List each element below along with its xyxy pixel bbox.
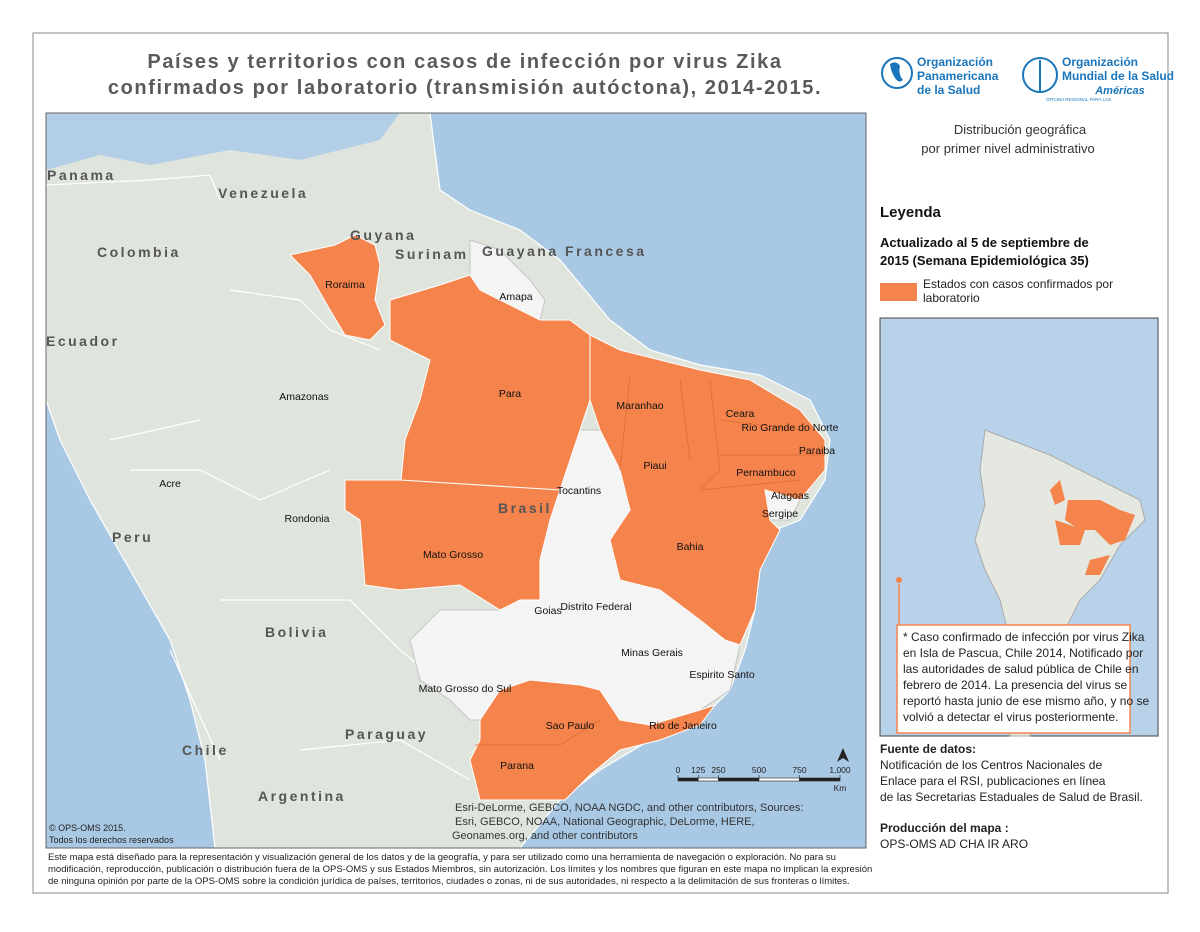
state-label: Goias: [534, 605, 561, 617]
scale-label: 250: [711, 765, 725, 775]
logo-text: Mundial de la Salud: [1062, 69, 1174, 83]
disclaimer: Este mapa está diseñado para la represen…: [48, 852, 836, 863]
source-line: de las Secretarias Estaduales de Salud d…: [880, 790, 1143, 804]
state-label: Mato Grosso do Sul: [419, 683, 512, 695]
scale-label: 125: [691, 765, 705, 775]
inset-map: [879, 317, 1159, 737]
country-label: Venezuela: [218, 185, 308, 201]
source-line: Notificación de los Centros Nacionales d…: [880, 758, 1102, 772]
state-label: Paraiba: [799, 445, 835, 457]
state-label: Roraima: [325, 279, 365, 291]
title-line: Países y territorios con casos de infecc…: [147, 51, 782, 73]
state-label: Sergipe: [762, 508, 798, 520]
country-labels: Panama Venezuela Colombia Guyana Surinam…: [46, 167, 647, 804]
state-label: Bahia: [677, 541, 704, 553]
subtitle: Distribución geográfica: [954, 122, 1087, 137]
source-line: Enlace para el RSI, publicaciones en lín…: [880, 774, 1106, 788]
map-border: [45, 112, 867, 849]
state-label: Minas Gerais: [621, 647, 683, 659]
logo-text: Organización: [1062, 55, 1138, 69]
country-label: Guayana Francesa: [482, 243, 647, 259]
state-label: Distrito Federal: [560, 601, 631, 613]
legend-swatch: [880, 283, 917, 301]
country-label: Bolivia: [265, 624, 328, 640]
legend-item: Estados con casos confirmados por: [923, 277, 1113, 291]
north-arrow: [837, 748, 849, 762]
note: en Isla de Pascua, Chile 2014, Notificad…: [903, 646, 1143, 660]
country-label: Guyana: [350, 227, 416, 243]
state-label: Parana: [500, 760, 534, 772]
attribution: Geonames.org, and other contributors: [452, 830, 638, 842]
production-text: OPS-OMS AD CHA IR ARO: [880, 837, 1028, 851]
state-label: Alagoas: [771, 490, 809, 502]
scale-segment: [697, 777, 719, 782]
scale-label: 1,000: [829, 765, 851, 775]
state-label: Amapa: [499, 291, 532, 303]
note: febrero de 2014. La presencia del virus …: [903, 678, 1127, 692]
logo-text: Panamericana: [917, 69, 999, 83]
scale-segment: [677, 777, 699, 782]
state-label: Mato Grosso: [423, 549, 483, 561]
logo-text: Américas: [1094, 85, 1145, 97]
state-label: Pernambuco: [736, 467, 796, 479]
source-title: Fuente de datos:: [880, 742, 976, 756]
note: reportó hasta junio de ese mismo año, y …: [903, 694, 1149, 708]
state-labels: Roraima Amapa Amazonas Para Maranhao Cea…: [159, 279, 838, 772]
legend-title: Leyenda: [880, 204, 942, 221]
state-label: Espirito Santo: [689, 669, 755, 681]
state-label: Amazonas: [279, 391, 329, 403]
country-label: Surinam: [395, 246, 469, 262]
scale-bar: Km 0 125 250 500 750 1,000: [676, 765, 851, 793]
scale-segment: [718, 777, 760, 782]
scale-segment: [758, 777, 800, 782]
state-label: Acre: [159, 478, 181, 490]
note: las autoridades de salud pública de Chil…: [903, 662, 1139, 676]
country-label: Argentina: [258, 788, 346, 804]
state-label: Sao Paulo: [546, 720, 595, 732]
scale-label: 500: [752, 765, 766, 775]
state-label: Piaui: [643, 460, 666, 472]
logo-text: OFICINA REGIONAL PARA LAS: [1046, 97, 1111, 102]
disclaimer: modificación, reproducción, publicación …: [48, 864, 872, 875]
state-label: Rio Grande do Norte: [742, 422, 839, 434]
copyright: Todos los derechos reservados: [49, 835, 174, 845]
scale-label: 0: [676, 765, 681, 775]
legend-updated: 2015 (Semana Epidemiológica 35): [880, 253, 1089, 268]
state-label: Tocantins: [557, 485, 601, 497]
state-label: Ceara: [726, 408, 755, 420]
note: * Caso confirmado de infección por virus…: [903, 630, 1145, 644]
country-label: Ecuador: [46, 333, 120, 349]
country-label: Colombia: [97, 244, 181, 260]
disclaimer: de ninguna opinión por parte de la OPS-O…: [48, 876, 850, 887]
who-logo: Organización Mundial de la Salud OFICINA…: [1022, 55, 1174, 102]
country-label: Panama: [47, 167, 116, 183]
legend-updated: Actualizado al 5 de septiembre de: [880, 235, 1089, 250]
attribution: Esri-DeLorme, GEBCO, NOAA NGDC, and othe…: [455, 802, 803, 814]
state-label: Maranhao: [616, 400, 663, 412]
state-label: Rio de Janeiro: [649, 720, 717, 732]
country-label: Peru: [112, 529, 153, 545]
logo-text: de la Salud: [917, 83, 980, 97]
scale-unit: Km: [834, 783, 847, 793]
title-line: confirmados por laboratorio (transmisión…: [108, 77, 822, 99]
state-label: Rondonia: [285, 513, 330, 525]
scale-label: 750: [792, 765, 806, 775]
country-label: Paraguay: [345, 726, 428, 742]
state-label: Para: [499, 388, 521, 400]
scale-segment: [799, 777, 841, 782]
production-title: Producción del mapa :: [880, 821, 1009, 835]
legend-item: laboratorio: [923, 291, 980, 305]
note: volvió a detectar el virus posteriorment…: [903, 710, 1118, 724]
paho-logo: Organización Panamericana de la Salud: [881, 55, 999, 97]
copyright: © OPS-OMS 2015.: [49, 823, 126, 833]
logo-text: Organización: [917, 55, 993, 69]
attribution: Esri, GEBCO, NOAA, National Geographic, …: [455, 816, 755, 828]
country-label: Chile: [182, 742, 229, 758]
subtitle: por primer nivel administrativo: [921, 141, 1094, 156]
country-label: Brasil: [498, 500, 552, 516]
main-map: [46, 113, 866, 848]
